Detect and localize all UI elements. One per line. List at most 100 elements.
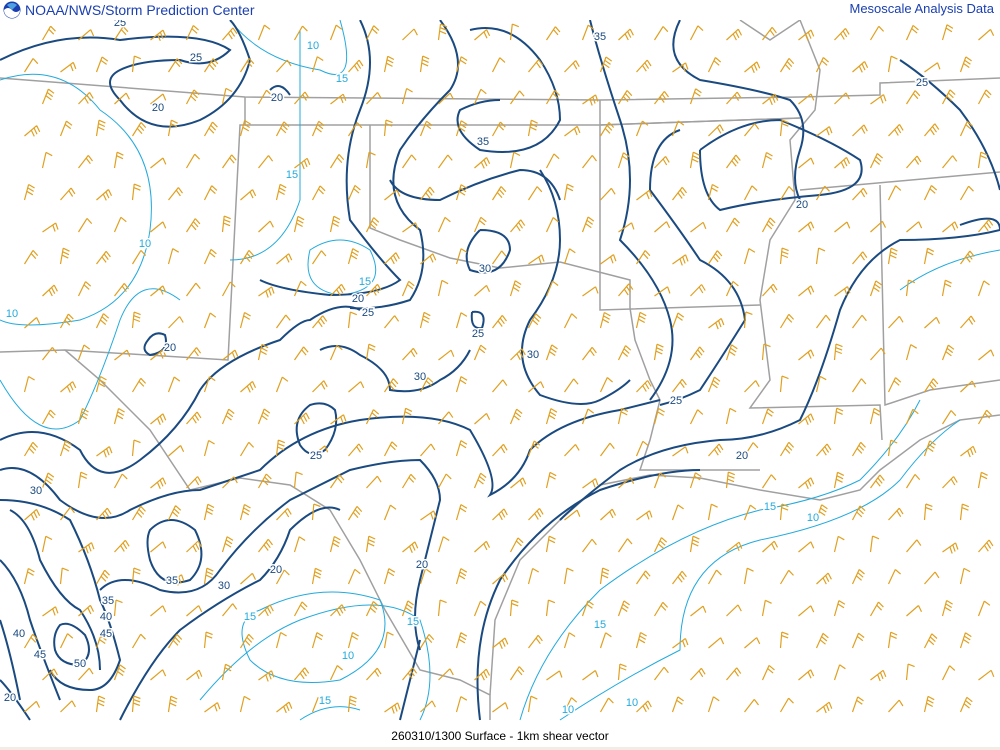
wind-barb [78, 667, 94, 681]
wind-barb [329, 215, 341, 233]
wind-barb [959, 567, 971, 585]
wind-barb [528, 59, 544, 73]
wind-barb [96, 250, 111, 265]
wind-barb [59, 633, 74, 649]
wind-barb [960, 250, 975, 265]
wind-barb [257, 24, 271, 41]
wind-barb [114, 539, 130, 553]
wind-barb [365, 151, 376, 169]
wind-barb [816, 443, 832, 457]
wind-barb [77, 344, 91, 361]
wind-barb [581, 216, 595, 233]
wind-barb [816, 314, 831, 329]
wind-barb [113, 151, 124, 169]
wind-barb [420, 700, 436, 713]
wind-barb [96, 189, 113, 201]
wind-barb [564, 509, 581, 521]
wind-barb [114, 349, 131, 361]
wind-barb [402, 347, 418, 361]
wind-barb [744, 637, 761, 649]
wind-barb [59, 247, 70, 265]
wind-barb [581, 24, 595, 41]
wind-barb [113, 599, 123, 617]
wind-barb [798, 541, 815, 553]
wind-barb [743, 442, 759, 457]
wind-barb [978, 539, 994, 553]
wind-barb [941, 599, 953, 617]
wind-barb [77, 471, 88, 489]
wind-barb [509, 666, 525, 681]
wind-barb [474, 668, 491, 681]
wind-barb [24, 317, 41, 329]
wind-barb [186, 282, 201, 297]
wind-barb [744, 380, 760, 393]
wind-barb [869, 601, 884, 617]
wind-barb [978, 28, 995, 41]
wind-barb [492, 379, 508, 393]
wind-barb [276, 507, 292, 521]
wind-barb [402, 667, 418, 681]
wind-barb [330, 414, 347, 425]
wind-barb [906, 539, 922, 553]
wind-barb [707, 376, 721, 393]
wind-barb [708, 637, 725, 649]
wind-barb [563, 697, 578, 713]
wind-barb [23, 58, 39, 73]
wind-barb [59, 440, 72, 457]
wind-barb [186, 411, 202, 425]
wind-barb [600, 187, 616, 201]
wind-barb [311, 503, 321, 521]
wind-barb [707, 183, 719, 201]
wind-barb [815, 375, 827, 393]
wind-barb [510, 219, 526, 233]
wind-barb [437, 279, 449, 297]
wind-barb [816, 572, 832, 585]
wind-barb [582, 670, 599, 681]
contour-label: 20 [164, 342, 176, 354]
wind-barb [510, 477, 527, 489]
wind-barb [563, 632, 576, 649]
wind-barb [239, 58, 255, 73]
wind-barb [545, 153, 560, 169]
wind-barb [293, 280, 307, 297]
wind-barb [437, 536, 450, 553]
wind-barb [924, 571, 940, 585]
wind-barb [617, 345, 632, 361]
wind-barb [365, 535, 376, 553]
wind-barb [24, 700, 41, 713]
wind-barb [257, 89, 272, 105]
wind-barb [24, 508, 41, 521]
wind-barb [527, 186, 543, 201]
wind-barb [636, 570, 651, 585]
wind-barb [419, 120, 433, 137]
wind-barb [347, 311, 358, 329]
contour-label: 40 [100, 611, 112, 623]
wind-barb [239, 695, 251, 713]
wind-barb [276, 314, 291, 329]
wind-barb [510, 90, 525, 105]
wind-barb [689, 151, 700, 169]
wind-barb [311, 696, 325, 713]
wind-barb [654, 666, 669, 681]
wind-barb [509, 408, 523, 425]
wind-barb [185, 218, 201, 233]
wind-barb [150, 349, 167, 361]
wind-barb [131, 121, 147, 137]
wind-barb [906, 155, 922, 169]
wind-barb [599, 377, 613, 393]
header-right-title: Mesoscale Analysis Data [849, 1, 994, 16]
wind-barb [419, 55, 430, 73]
wind-barb [905, 408, 919, 425]
wind-barb [258, 670, 275, 682]
wind-barb [491, 121, 506, 137]
contour-label: 15 [594, 619, 606, 631]
wind-barb [437, 473, 452, 489]
wind-barb [455, 56, 468, 73]
wind-barb [401, 600, 414, 617]
header-branding: NOAA/NWS/Storm Prediction Center [3, 0, 255, 20]
wind-barb [383, 55, 395, 73]
wind-barb [222, 27, 238, 41]
wind-barb [887, 377, 902, 393]
wind-barb [186, 347, 202, 361]
wind-barb [77, 407, 89, 425]
